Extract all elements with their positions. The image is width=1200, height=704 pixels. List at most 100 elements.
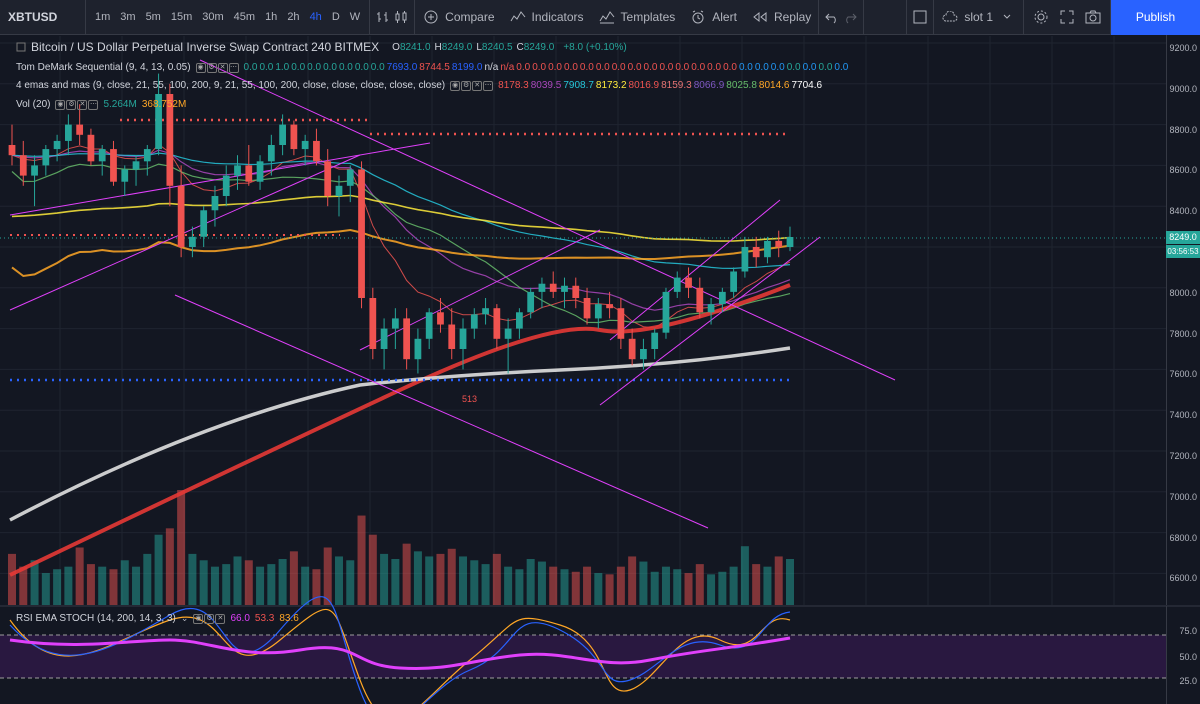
candle-body [313,140,320,162]
interval-4h[interactable]: 4h [309,11,322,23]
candle-body [741,247,749,272]
volume-bar [628,556,637,605]
volume-bar [154,534,163,605]
templates-label: Templates [620,10,676,24]
layout-square-icon[interactable] [911,8,929,26]
td-controls[interactable]: ◉ ⚙ ✕ ⋯ [195,62,239,73]
volume-bar [616,566,625,605]
interval-15m[interactable]: 15m [170,11,193,23]
volume-bar [8,553,16,605]
legend-value: 0.0 [370,62,385,73]
indicators-button[interactable]: Indicators [502,0,591,35]
price-axis-label: 6600.0 [1169,573,1197,584]
candle-body [290,124,298,150]
interval-1h[interactable]: 1h [265,11,278,23]
emas-values: 8178.3 8039.5 7908.7 8173.2 8016.9 8159.3 8066… [498,80,824,91]
candle-body [606,304,613,309]
bar-chart-icon[interactable] [374,8,392,26]
fullscreen-icon[interactable] [1058,8,1076,26]
candle-body [369,298,377,349]
vol-controls[interactable]: ◉ ⚙ ✕ ⋯ [55,99,99,110]
alert-button[interactable]: Alert [682,0,744,35]
ohlc-value: 8241.0 [399,41,431,53]
candle-body [414,338,422,360]
rsi-axis[interactable]: 75.0 50.0 25.0 [1166,606,1200,704]
candle-body [470,314,478,329]
interval-45m[interactable]: 45m [233,11,256,23]
volume-bar [673,569,682,605]
candle-body [673,277,681,292]
volume-bar [278,559,287,605]
moving-average-line [11,143,791,329]
moving-average-line [11,152,791,270]
candles-icon[interactable] [392,8,410,26]
interval-2h[interactable]: 2h [287,11,300,23]
emas-controls[interactable]: ◉ ⚙ ✕ ⋯ [450,80,494,91]
volume-bar [380,553,389,605]
candle-body [346,169,354,186]
legend-value: n/a [484,62,499,73]
volume-bar [718,571,727,605]
rsi-chevron-icon[interactable]: ⌄ [180,613,189,623]
ohlc-value: 8249.0 [441,41,473,53]
volume-bar [143,553,152,605]
trend-line [9,154,361,311]
settings-group [1024,0,1111,35]
legend-value: 0.0 [354,62,369,73]
countdown-tag: 03:56:53 [1166,245,1200,258]
camera-icon[interactable] [1084,8,1102,26]
volume-bar [763,566,772,605]
redo-icon[interactable] [841,8,859,26]
interval-D[interactable]: D [331,11,340,23]
compare-button[interactable]: Compare [415,0,501,35]
price-axis[interactable]: 9200.09000.08800.08600.08400.08200.08000… [1166,35,1200,605]
undo-icon[interactable] [823,8,841,26]
templates-icon [598,8,616,26]
undo-redo-group [818,0,865,35]
slot-selector[interactable]: slot 1 [934,0,1024,35]
stoch-d-line [9,596,791,704]
legend-value: 0.0 [611,62,626,73]
gear-icon[interactable] [1032,8,1050,26]
volume-bar [786,559,794,605]
rsi-axis-label: 25.0 [1179,676,1197,686]
interval-30m[interactable]: 30m [202,11,224,23]
interval-3m[interactable]: 3m [120,11,136,23]
legend-value: 0.0 [259,62,274,73]
volume-bar [537,561,546,605]
alert-label: Alert [712,10,737,24]
candle-body [628,338,636,360]
legend-value: 0.0 [738,62,753,73]
publish-button[interactable]: Publish [1111,0,1200,35]
interval-5m[interactable]: 5m [145,11,161,23]
volume-bar [583,566,592,605]
symbol-search[interactable]: XBTUSD [0,0,86,35]
series-eye-icon[interactable] [16,42,26,52]
legend-value: 0.0 [532,62,547,73]
volume-bar [64,566,73,605]
templates-button[interactable]: Templates [591,0,683,35]
candle-body [493,308,501,339]
price-chart[interactable]: 513 [0,35,1200,704]
replay-icon [751,8,769,26]
interval-1m[interactable]: 1m [95,11,111,23]
legend-value: 8173.2 [595,80,627,91]
legend-value: 8025.8 [726,80,757,91]
legend-value: 0.0 [723,62,737,73]
moving-average-line [11,149,791,311]
candle-body [267,145,275,162]
emas-title: 4 emas and mas (9, close, 21, 55, 100, 2… [16,80,446,91]
candle-body [538,283,546,292]
candle-body [730,271,738,292]
volume-bar [571,571,580,605]
rsi-controls[interactable]: ◉ ⚙ ✕ [193,613,226,624]
rsi-ema-line [9,636,791,670]
price-axis-label: 8800.0 [1169,124,1197,135]
ohlc-values: O8241.0 H8249.0 L8240.5 C8249.0 [392,42,558,53]
candle-body [448,324,456,349]
interval-W[interactable]: W [349,11,361,23]
volume-bar [86,564,95,605]
replay-button[interactable]: Replay [744,0,818,35]
indicators-icon [509,8,527,26]
candle-body [87,134,95,162]
